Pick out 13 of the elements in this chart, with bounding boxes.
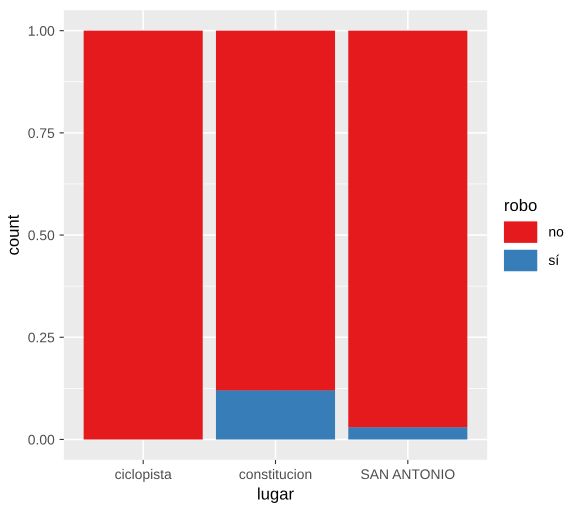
y-tick-label: 0.50 xyxy=(28,230,54,240)
x-tick-label: ciclopista xyxy=(115,468,172,482)
x-tick-label: SAN ANTONIO xyxy=(361,469,454,480)
x-axis-title: lugar xyxy=(258,487,294,503)
legend-label: no xyxy=(549,229,564,237)
legend-title: robo xyxy=(505,198,537,212)
y-axis-title: count xyxy=(8,214,19,255)
y-tick-label: 1.00 xyxy=(28,26,54,36)
y-tick-label: 0.25 xyxy=(28,332,54,342)
x-tick-label: constitucion xyxy=(239,468,312,480)
y-tick-label: 0.75 xyxy=(28,128,54,138)
y-tick-label: 0.00 xyxy=(28,434,54,445)
legend-label: sí xyxy=(548,254,560,266)
